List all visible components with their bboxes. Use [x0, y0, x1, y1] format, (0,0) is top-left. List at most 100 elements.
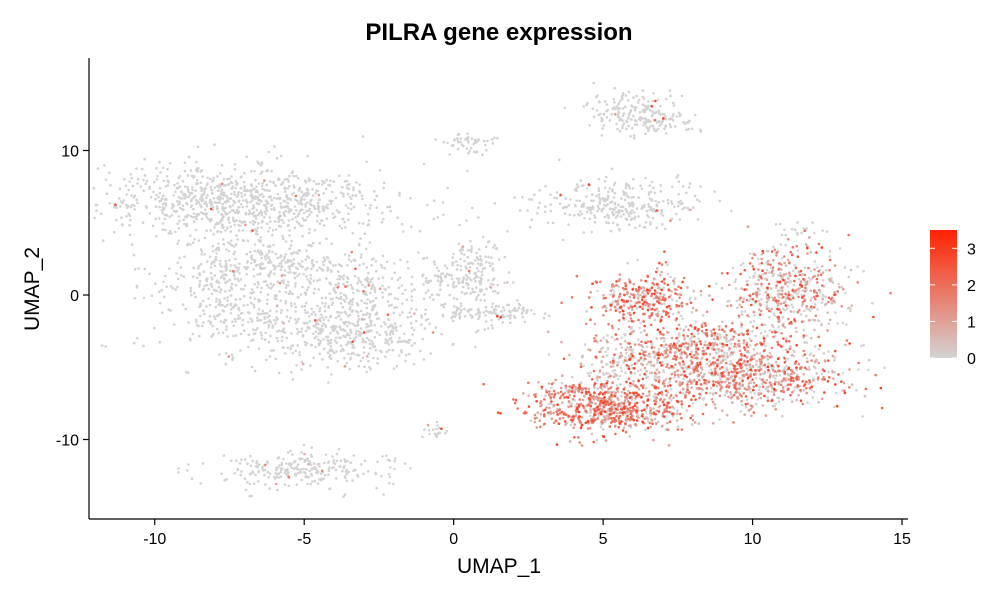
cell-point — [746, 350, 749, 353]
cell-point — [739, 263, 743, 267]
cell-point — [547, 353, 551, 356]
cell-point — [787, 304, 790, 308]
cell-point — [254, 190, 258, 194]
cell-point — [690, 350, 693, 354]
cell-point — [282, 327, 286, 330]
cell-point — [802, 328, 805, 332]
cell-point — [287, 180, 291, 183]
cell-point — [676, 174, 680, 177]
cell-point — [163, 213, 167, 217]
cell-point — [741, 403, 744, 407]
cell-point — [622, 193, 626, 196]
cell-point — [773, 314, 777, 317]
cell-point — [521, 195, 524, 199]
cell-point — [334, 283, 338, 287]
cell-point — [302, 443, 306, 447]
cell-point — [440, 277, 443, 281]
cell-point — [758, 352, 762, 355]
cell-point — [384, 338, 388, 341]
cell-point — [617, 102, 621, 105]
cell-point — [372, 356, 375, 360]
cell-point — [822, 375, 825, 379]
cell-point — [610, 335, 614, 339]
cell-point — [331, 297, 334, 301]
cell-point — [260, 256, 264, 260]
cell-point — [199, 262, 203, 266]
cell-point — [356, 321, 360, 324]
cell-point — [636, 258, 639, 262]
cell-point — [434, 274, 437, 277]
cell-point — [240, 458, 243, 462]
cell-point — [616, 307, 619, 311]
cell-point — [272, 272, 276, 276]
cell-point — [648, 184, 651, 187]
cell-point — [283, 269, 287, 272]
cell-point — [588, 374, 591, 378]
cell-point — [233, 277, 237, 281]
cell-point — [142, 344, 145, 348]
cell-point — [726, 368, 729, 372]
cell-point — [739, 410, 743, 413]
cell-point — [542, 316, 546, 320]
cell-point — [178, 200, 181, 203]
cell-point — [792, 389, 796, 392]
cell-point — [266, 202, 270, 205]
cell-point — [237, 308, 241, 312]
cell-point — [224, 262, 228, 266]
cell-point — [247, 311, 250, 314]
cell-point — [680, 353, 683, 357]
cell-point — [422, 257, 426, 260]
cell-point — [216, 196, 219, 200]
cell-point — [166, 179, 170, 182]
cell-point — [688, 372, 692, 376]
cell-point — [759, 396, 762, 400]
cell-point — [338, 465, 342, 468]
cell-point — [669, 387, 673, 391]
cell-point — [712, 344, 715, 347]
cell-point — [376, 361, 379, 365]
cell-point — [369, 280, 372, 284]
cell-point — [350, 286, 354, 289]
cell-point — [298, 210, 302, 213]
cell-point — [735, 299, 739, 303]
cell-point — [581, 398, 585, 402]
cell-point — [228, 210, 232, 214]
cell-point — [683, 345, 687, 349]
cell-point — [792, 283, 796, 287]
cell-point — [369, 291, 372, 295]
cell-point — [590, 199, 593, 202]
cell-point — [251, 328, 255, 331]
cell-point — [261, 187, 265, 191]
cell-point — [260, 199, 263, 203]
cell-point — [780, 268, 783, 271]
cell-point — [303, 340, 307, 344]
cell-point — [370, 339, 374, 343]
cell-point — [189, 169, 193, 172]
cell-point — [597, 187, 601, 190]
cell-point — [627, 389, 630, 393]
cell-point — [272, 243, 275, 247]
cell-point — [401, 292, 405, 296]
cell-point — [436, 279, 440, 282]
cell-point — [249, 261, 253, 265]
cell-point — [338, 336, 341, 340]
cell-point — [658, 404, 662, 408]
cell-point — [673, 277, 676, 280]
cell-point — [469, 147, 473, 150]
cell-point — [369, 204, 373, 207]
cell-point — [267, 323, 271, 327]
cell-point — [717, 347, 720, 351]
cell-point — [373, 286, 376, 289]
cell-point — [255, 316, 259, 320]
cell-point — [237, 279, 240, 283]
cell-point — [303, 304, 307, 308]
cell-point — [442, 305, 446, 309]
cell-point — [271, 285, 274, 288]
cell-point — [268, 189, 271, 192]
cell-point — [459, 264, 463, 268]
cell-point — [344, 476, 347, 480]
cell-point — [833, 371, 837, 374]
cell-point — [675, 342, 679, 345]
cell-point — [448, 153, 452, 156]
cell-point — [283, 214, 287, 218]
